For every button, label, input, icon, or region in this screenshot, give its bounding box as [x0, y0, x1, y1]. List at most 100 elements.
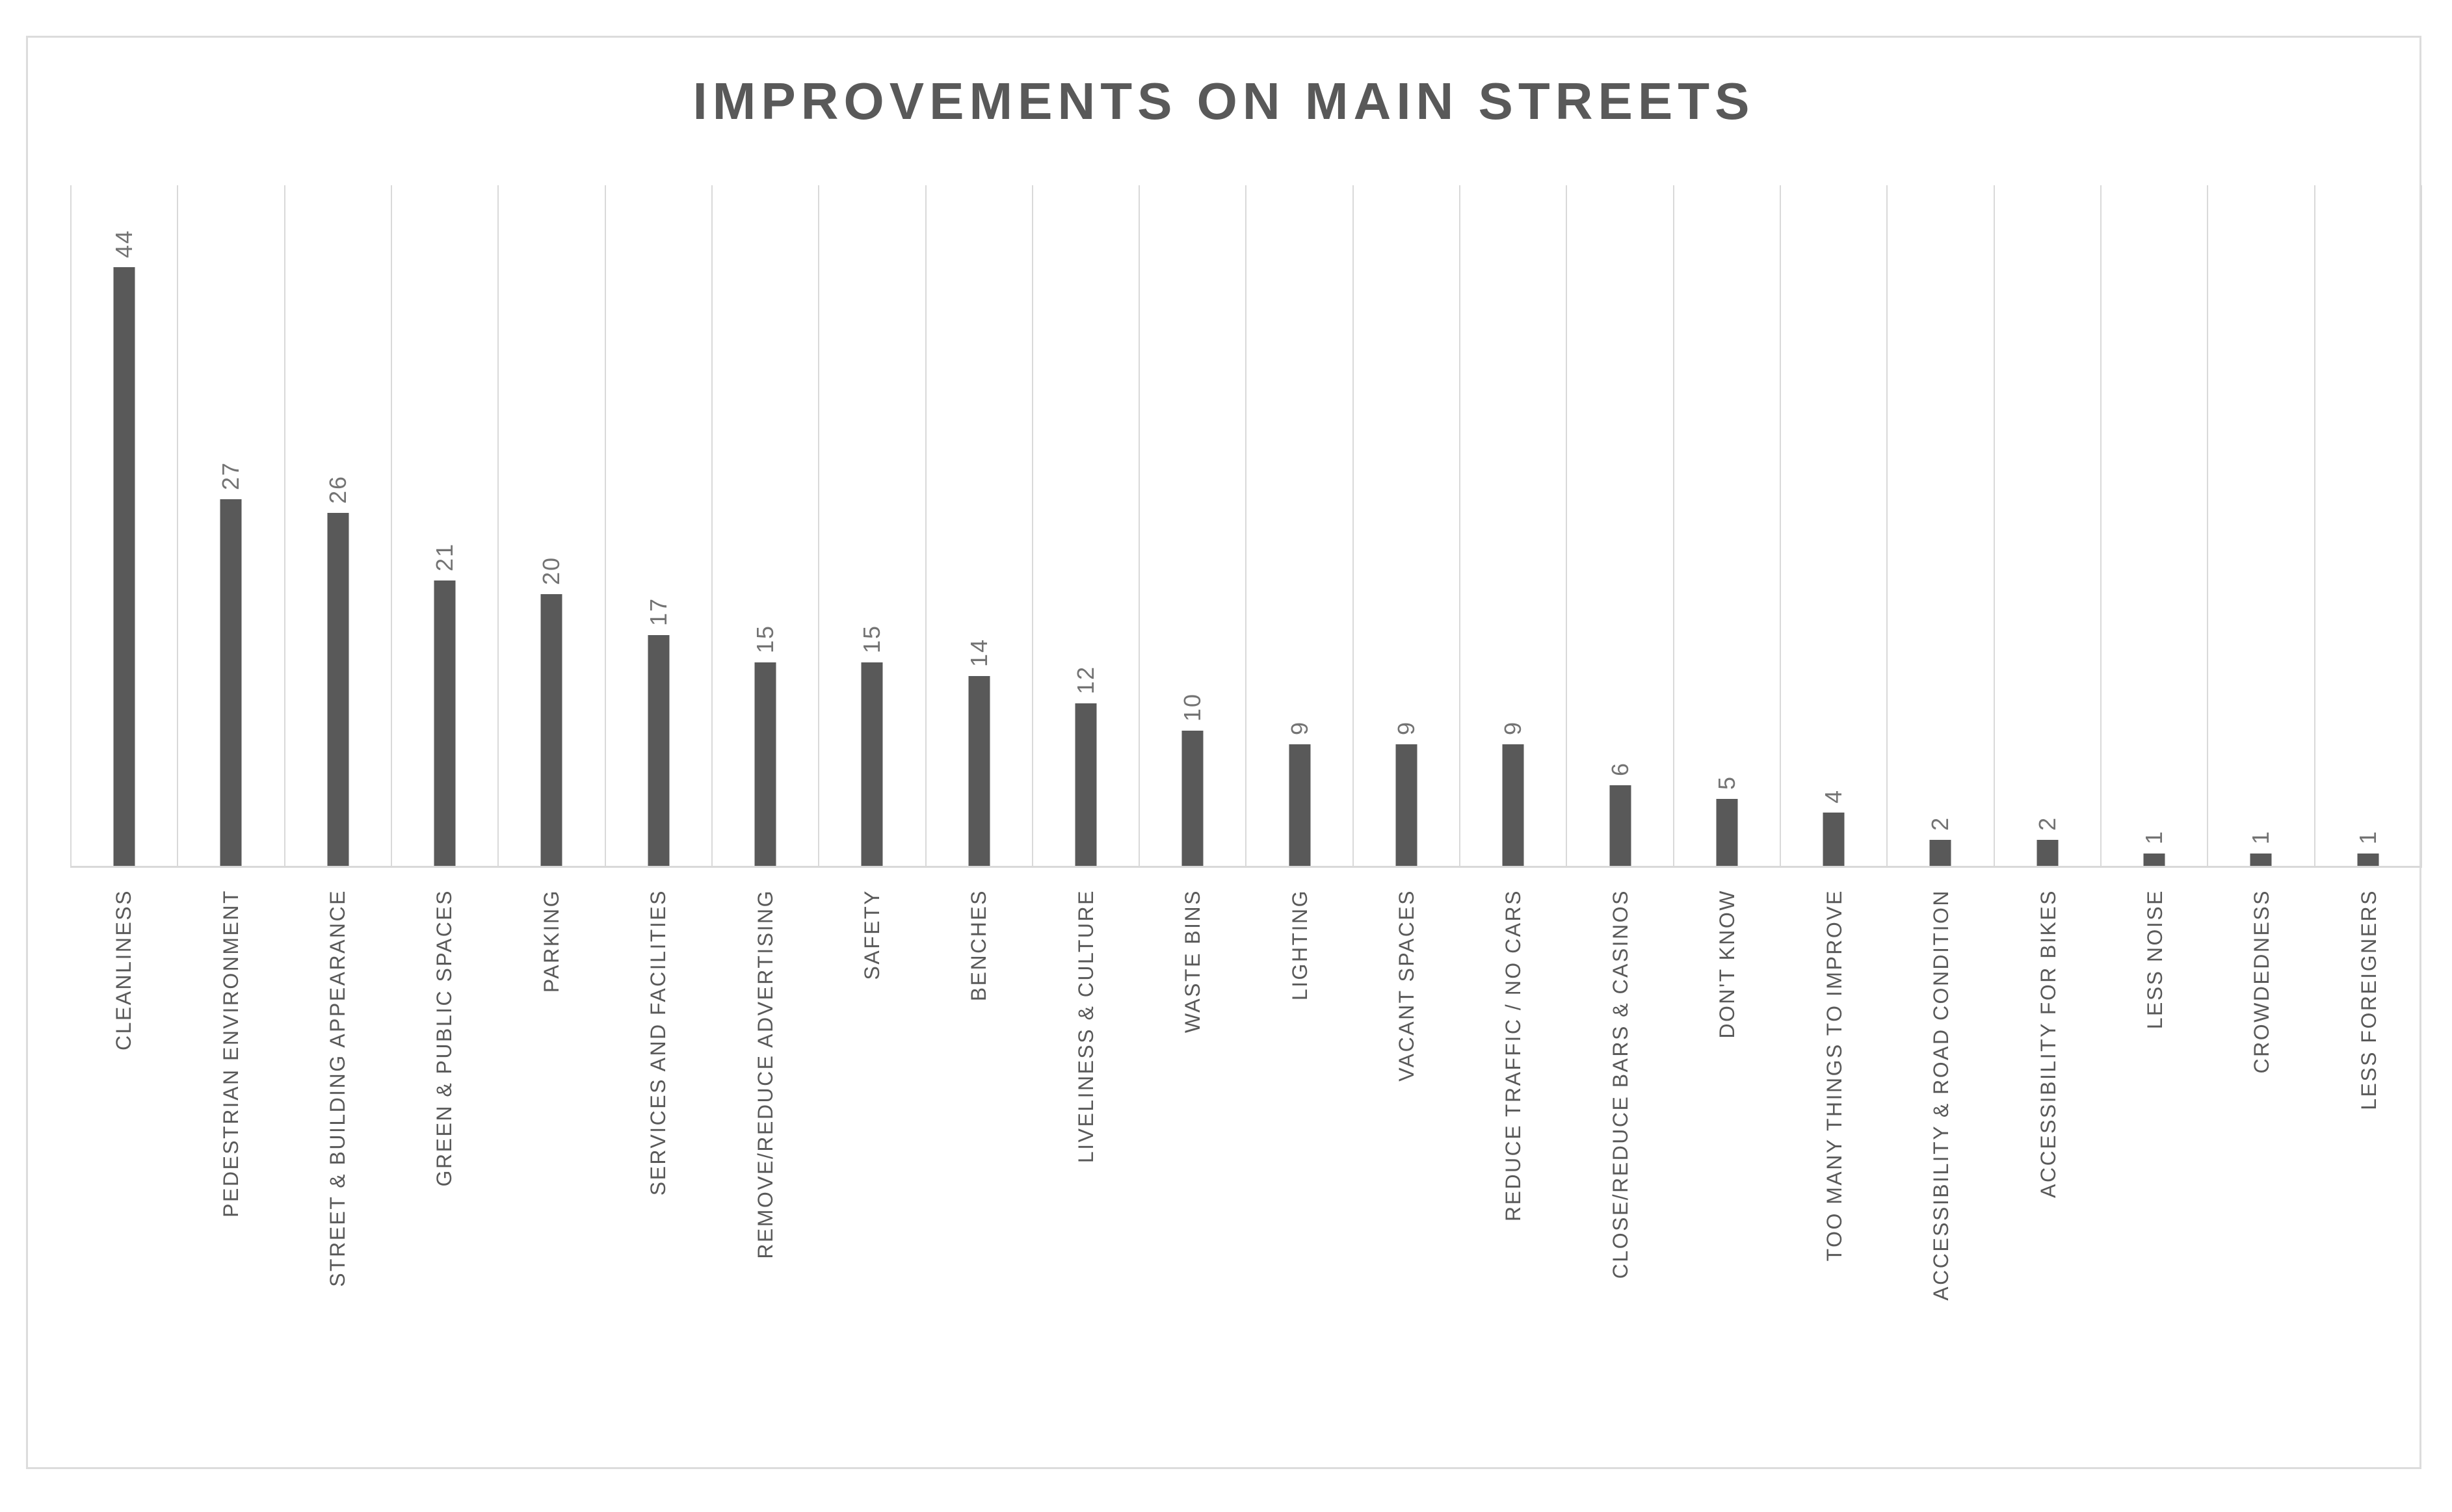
- category-axis-labels: CLEANLINESS PEDESTRIAN ENVIRONMENT STREET …: [70, 889, 2422, 1471]
- category-cell: 6: [1567, 185, 1674, 867]
- bar-value-label: 44: [111, 229, 138, 258]
- bar: [1181, 731, 1204, 867]
- bar-value-label: 20: [538, 556, 565, 585]
- bar-value-label: 5: [1713, 775, 1740, 790]
- category-label-cell: SERVICES AND FACILITIES: [605, 889, 711, 1471]
- category-label: GREEN & PUBLIC SPACES: [432, 889, 456, 1187]
- category-label: LESS NOISE: [2142, 889, 2167, 1030]
- bar-value-label: 1: [2141, 829, 2168, 844]
- category-label-cell: REDUCE TRAFFIC / NO CARS: [1460, 889, 1566, 1471]
- category-label: CROWDEDNESS: [2250, 889, 2274, 1074]
- bar-value-label: 9: [1392, 720, 1419, 735]
- category-cell: 21: [392, 185, 499, 867]
- category-label-cell: LIGHTING: [1246, 889, 1352, 1471]
- category-label-cell: ACCESSIBILITY FOR BIKES: [1994, 889, 2101, 1471]
- bar-value-label: 1: [2354, 829, 2381, 844]
- category-label-cell: TOO MANY THINGS TO IMPROVE: [1781, 889, 1888, 1471]
- bar: [2143, 854, 2165, 867]
- category-cell: 20: [499, 185, 606, 867]
- category-cell: 5: [1674, 185, 1781, 867]
- chart-title: IMPROVEMENTS ON MAIN STREETS: [692, 72, 1755, 130]
- bar-value-label: 9: [1499, 720, 1527, 735]
- category-label-cell: PEDESTRIAN ENVIRONMENT: [177, 889, 283, 1471]
- category-cell: 17: [606, 185, 713, 867]
- category-label-cell: GREEN & PUBLIC SPACES: [391, 889, 497, 1471]
- bar-value-label: 6: [1606, 761, 1633, 776]
- category-cell: 2: [1888, 185, 1995, 867]
- bar: [968, 676, 990, 867]
- category-label: PEDESTRIAN ENVIRONMENT: [218, 889, 243, 1218]
- bar: [1609, 785, 1631, 867]
- category-cell: 2: [1995, 185, 2102, 867]
- bar: [2357, 854, 2379, 867]
- category-cell: 27: [178, 185, 285, 867]
- bar-value-label: 14: [965, 638, 992, 667]
- bar: [1823, 813, 1845, 867]
- chart-frame: IMPROVEMENTS ON MAIN STREETS 44 27 26 21 20 1…: [26, 36, 2422, 1471]
- plot-area: 44 27 26 21 20 17 15 15 14 12 10 9 9 9 6 5 4 2 2 1 1 1: [70, 185, 2422, 867]
- category-cell: 15: [713, 185, 820, 867]
- category-axis-line: [70, 866, 2422, 868]
- category-label: ACCESSIBILITY FOR BIKES: [2036, 889, 2060, 1198]
- category-label-cell: LIVELINESS & CULTURE: [1033, 889, 1139, 1471]
- bar-value-label: 2: [2033, 816, 2061, 831]
- category-cell: 44: [70, 185, 179, 867]
- bar: [327, 513, 349, 867]
- category-label-cell: BENCHES: [925, 889, 1032, 1471]
- bar: [1716, 799, 1738, 867]
- category-label: CLOSE/REDUCE BARS & CASINOS: [1608, 889, 1632, 1279]
- bar-value-label: 27: [217, 461, 244, 490]
- bar: [1395, 744, 1417, 867]
- category-label-cell: WASTE BINS: [1139, 889, 1246, 1471]
- category-cell: 4: [1781, 185, 1888, 867]
- category-label: LIVELINESS & CULTURE: [1074, 889, 1098, 1164]
- category-label-cell: STREET & BUILDING APPEARANCE: [284, 889, 391, 1471]
- bar: [1929, 840, 1951, 867]
- bar: [540, 594, 562, 867]
- bar: [434, 580, 456, 867]
- category-label: CLEANLINESS: [112, 889, 136, 1051]
- bar: [2037, 840, 2059, 867]
- category-cell: 26: [285, 185, 392, 867]
- bar-value-label: 9: [1285, 720, 1313, 735]
- category-label: STREET & BUILDING APPEARANCE: [326, 889, 350, 1287]
- bar: [754, 662, 776, 867]
- category-cell: 9: [1246, 185, 1354, 867]
- category-label: WASTE BINS: [1181, 889, 1205, 1034]
- category-label: VACANT SPACES: [1395, 889, 1419, 1082]
- category-label-cell: CLOSE/REDUCE BARS & CASINOS: [1567, 889, 1674, 1471]
- category-label: LIGHTING: [1287, 889, 1312, 1001]
- bar-value-label: 1: [2247, 829, 2274, 844]
- bar-value-label: 15: [752, 624, 779, 653]
- bar: [1075, 703, 1097, 867]
- bar-value-label: 2: [1927, 816, 1954, 831]
- category-cell: 14: [927, 185, 1033, 867]
- bar-value-label: 21: [431, 542, 458, 571]
- category-cell: 15: [819, 185, 927, 867]
- bar: [2250, 854, 2272, 867]
- bar: [113, 267, 135, 867]
- category-label: PARKING: [539, 889, 563, 993]
- category-label: TOO MANY THINGS TO IMPROVE: [1822, 889, 1846, 1262]
- category-label-cell: LESS NOISE: [2102, 889, 2208, 1471]
- category-cell: 1: [2315, 185, 2422, 867]
- category-cell: 9: [1460, 185, 1568, 867]
- category-label: LESS FOREIGNERS: [2356, 889, 2380, 1110]
- category-label: ACCESSIBILITY & ROAD CONDITION: [1929, 889, 1953, 1301]
- bar-value-label: 4: [1820, 789, 1847, 803]
- bar: [1502, 744, 1524, 867]
- category-label: REMOVE/REDUCE ADVERTISING: [753, 889, 777, 1259]
- bar-value-label: 15: [858, 624, 886, 653]
- category-label-cell: ACCESSIBILITY & ROAD CONDITION: [1888, 889, 1994, 1471]
- category-cell: 1: [2102, 185, 2209, 867]
- bar-value-label: 17: [644, 597, 672, 626]
- category-label: SERVICES AND FACILITIES: [646, 889, 670, 1196]
- category-cell: 9: [1354, 185, 1461, 867]
- bar-value-label: 26: [324, 475, 351, 504]
- category-label-cell: LESS FOREIGNERS: [2315, 889, 2422, 1471]
- bar-value-label: 12: [1072, 665, 1099, 694]
- category-cell: 10: [1140, 185, 1247, 867]
- bar: [648, 635, 670, 867]
- bar-value-label: 10: [1179, 692, 1206, 722]
- category-label: DON'T KNOW: [1715, 889, 1739, 1039]
